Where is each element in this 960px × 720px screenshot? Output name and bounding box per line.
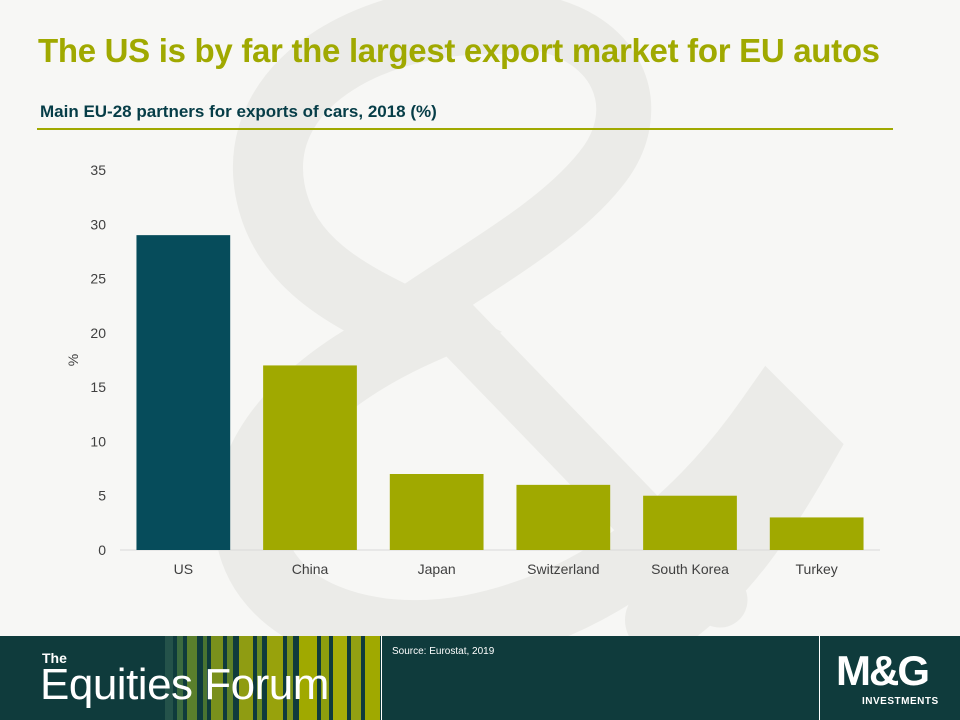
source-note: Source: Eurostat, 2019 xyxy=(392,646,495,657)
x-tick-label: China xyxy=(292,561,329,577)
brand-name: Equities Forum xyxy=(40,660,329,709)
title-rule xyxy=(37,128,893,130)
y-tick-label: 5 xyxy=(98,488,106,504)
footer-bar xyxy=(0,636,960,720)
brand-prefix: The xyxy=(42,650,67,666)
footer-stripes xyxy=(165,636,380,720)
logo-subtitle: INVESTMENTS xyxy=(862,696,939,707)
y-tick-label: 15 xyxy=(90,379,106,395)
ampersand-watermark xyxy=(214,0,844,636)
x-tick-label: South Korea xyxy=(651,561,729,577)
footer-divider-right xyxy=(819,636,820,720)
bar-china xyxy=(263,365,357,550)
y-tick-label: 25 xyxy=(90,271,106,287)
bar-chart: % 0 5 10 15 20 25 30 35 US China Japan Switzerland So… xyxy=(65,162,880,577)
y-tick-label: 35 xyxy=(90,162,106,178)
footer-divider-left xyxy=(381,636,382,720)
bar-south-korea xyxy=(643,495,737,550)
x-tick-label: US xyxy=(174,561,193,577)
y-tick-label: 10 xyxy=(90,433,106,449)
bar-switzerland xyxy=(516,484,611,550)
bar-turkey xyxy=(769,517,864,550)
mg-logo xyxy=(820,636,960,720)
y-tick-label: 0 xyxy=(98,542,106,558)
y-tick-label: 30 xyxy=(90,216,106,232)
y-tick-label: 20 xyxy=(90,325,106,341)
bar-japan xyxy=(389,474,484,550)
y-axis-label: % xyxy=(65,354,81,366)
logo-wordmark: M&G xyxy=(836,647,930,694)
x-tick-label: Japan xyxy=(418,561,456,577)
x-tick-label: Turkey xyxy=(796,561,838,577)
x-tick-label: Switzerland xyxy=(527,561,599,577)
chart-svg: % 0 5 10 15 20 25 30 35 US China Japan Switzerland So… xyxy=(65,162,880,577)
slide-title: The US is by far the largest export mark… xyxy=(38,32,880,69)
chart-subtitle: Main EU-28 partners for exports of cars,… xyxy=(40,102,437,121)
bar-us xyxy=(136,235,231,550)
